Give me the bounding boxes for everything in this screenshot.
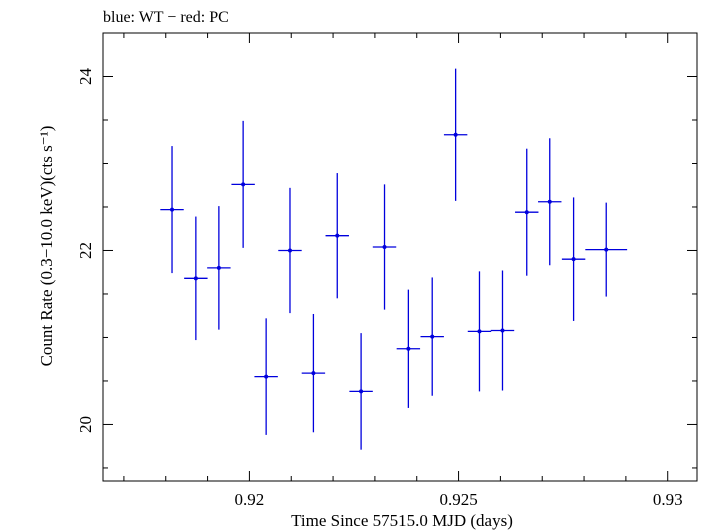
x-axis-label: Time Since 57515.0 MJD (days) — [291, 511, 513, 530]
data-marker — [571, 257, 576, 262]
data-point — [372, 184, 397, 310]
x-tick-label: 0.93 — [653, 490, 683, 509]
y-tick-label: 24 — [76, 67, 95, 85]
data-marker — [547, 199, 552, 204]
data-marker — [453, 132, 458, 137]
data-marker — [500, 328, 505, 333]
data-point — [184, 216, 208, 341]
data-marker — [193, 276, 198, 281]
data-marker — [241, 182, 246, 187]
data-point — [396, 289, 421, 408]
data-marker — [170, 207, 175, 212]
data-point — [585, 202, 628, 297]
data-point — [515, 148, 539, 276]
data-point — [420, 277, 444, 396]
data-marker — [216, 265, 221, 270]
data-point — [467, 271, 492, 392]
axis-ticks — [103, 32, 697, 481]
data-point — [207, 206, 231, 330]
data-marker — [264, 374, 269, 379]
data-point — [538, 138, 562, 266]
data-marker — [382, 244, 387, 249]
x-tick-labels: 0.92 0.925 0.93 — [235, 490, 683, 509]
data-marker — [311, 371, 316, 376]
data-point — [490, 270, 515, 391]
data-point — [349, 333, 373, 450]
data-marker — [477, 329, 482, 334]
data-marker — [287, 248, 292, 253]
data-point — [443, 68, 468, 201]
data-point — [561, 197, 586, 321]
data-point — [231, 120, 255, 248]
data-marker — [335, 233, 340, 238]
plot-frame — [102, 32, 698, 482]
y-tick-labels: 20 22 24 — [76, 67, 95, 432]
data-point — [325, 173, 349, 299]
data-marker — [604, 247, 609, 252]
data-marker — [406, 346, 411, 351]
x-tick-label: 0.925 — [439, 490, 477, 509]
chart-title: blue: WT − red: PC — [103, 9, 229, 26]
y-axis-label: Count Rate (0.3−10.0 keV)(cts s⁻¹) — [37, 126, 56, 367]
data-point — [254, 318, 278, 435]
data-marker — [359, 389, 364, 394]
data-point — [301, 313, 326, 433]
y-tick-label: 20 — [76, 416, 95, 433]
y-tick-label: 22 — [76, 242, 95, 259]
data-point — [160, 146, 184, 274]
data-point — [278, 187, 302, 314]
data-marker — [430, 334, 435, 339]
x-tick-label: 0.92 — [235, 490, 265, 509]
data-marker — [524, 210, 529, 215]
data-series — [160, 68, 628, 450]
